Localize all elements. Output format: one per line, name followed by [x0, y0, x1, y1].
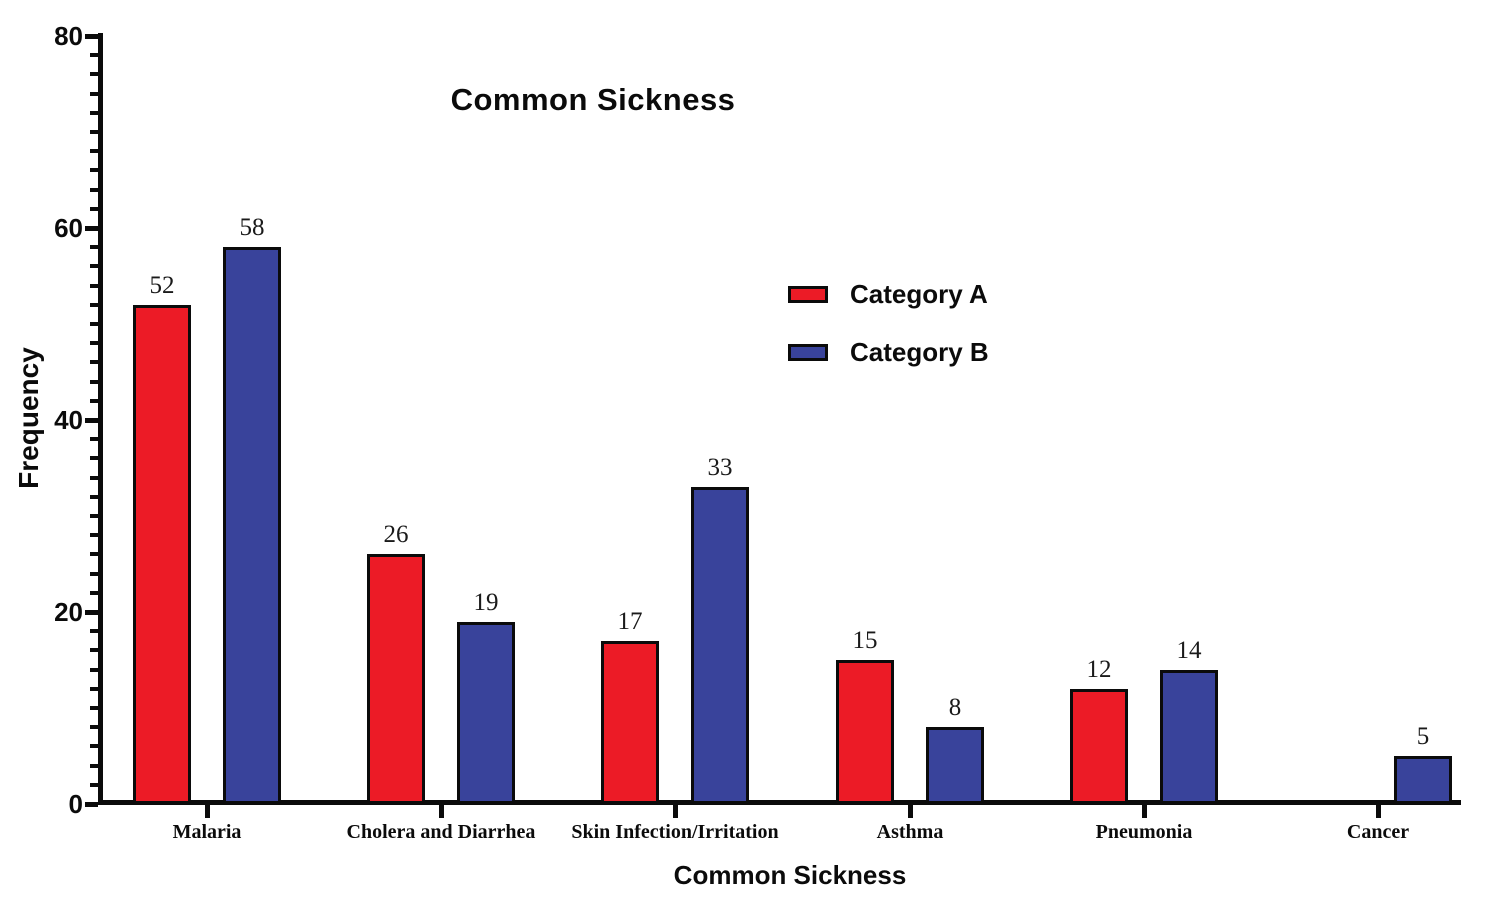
- x-tick: [673, 805, 678, 818]
- bar: [1070, 689, 1128, 804]
- y-minor-tick: [90, 687, 98, 691]
- y-minor-tick: [90, 303, 98, 307]
- y-minor-tick: [90, 456, 98, 460]
- x-axis-line: [98, 800, 1461, 805]
- y-minor-tick: [90, 725, 98, 729]
- y-minor-tick: [90, 149, 98, 153]
- bar: [1394, 756, 1452, 804]
- bar: [133, 305, 191, 804]
- bar-value-label: 5: [1416, 723, 1430, 750]
- y-minor-tick: [90, 380, 98, 384]
- y-minor-tick: [90, 245, 98, 249]
- y-minor-tick: [90, 341, 98, 345]
- y-minor-tick: [90, 264, 98, 268]
- bar-value-label: 12: [1086, 656, 1112, 683]
- y-minor-tick: [90, 668, 98, 672]
- y-minor-tick: [90, 533, 98, 537]
- y-minor-tick: [90, 53, 98, 57]
- y-minor-tick: [90, 437, 98, 441]
- y-minor-tick: [90, 591, 98, 595]
- y-minor-tick: [90, 92, 98, 96]
- category-label: Pneumonia: [1095, 821, 1193, 843]
- bar: [926, 727, 984, 804]
- legend-item-category-a: Category A: [788, 278, 989, 309]
- legend-label-category-a: Category A: [850, 278, 988, 309]
- bar: [601, 641, 659, 804]
- y-minor-tick: [90, 764, 98, 768]
- category-label: Malaria: [172, 821, 242, 843]
- legend: Category A Category B: [788, 278, 989, 397]
- bar-value-label: 8: [948, 694, 962, 721]
- y-major-tick: [85, 418, 98, 423]
- y-axis-line: [98, 33, 103, 805]
- bar-value-label: 33: [707, 454, 733, 481]
- bar: [836, 660, 894, 804]
- x-axis-title: Common Sickness: [673, 860, 907, 890]
- y-minor-tick: [90, 476, 98, 480]
- y-minor-tick: [90, 360, 98, 364]
- bar-value-label: 19: [473, 589, 499, 616]
- y-minor-tick: [90, 284, 98, 288]
- x-tick: [1376, 805, 1381, 818]
- bar-value-label: 52: [149, 272, 175, 299]
- y-minor-tick: [90, 188, 98, 192]
- y-minor-tick: [90, 130, 98, 134]
- y-tick-label: 40: [54, 405, 83, 435]
- y-minor-tick: [90, 629, 98, 633]
- category-label: Cancer: [1346, 821, 1410, 843]
- legend-swatch-category-b: [788, 343, 828, 361]
- bar-value-label: 58: [239, 214, 265, 241]
- bar-value-label: 26: [383, 521, 409, 548]
- y-minor-tick: [90, 111, 98, 115]
- y-minor-tick: [90, 572, 98, 576]
- bar: [367, 554, 425, 804]
- y-major-tick: [85, 34, 98, 39]
- y-major-tick: [85, 610, 98, 615]
- y-minor-tick: [90, 207, 98, 211]
- y-minor-tick: [90, 648, 98, 652]
- x-tick: [439, 805, 444, 818]
- x-tick: [205, 805, 210, 818]
- bar-value-label: 17: [617, 608, 643, 635]
- category-label: Skin Infection/Irritation: [571, 821, 779, 843]
- legend-swatch-category-a: [788, 285, 828, 303]
- bar: [691, 487, 749, 804]
- legend-item-category-b: Category B: [788, 336, 989, 367]
- category-label: Cholera and Diarrhea: [346, 821, 536, 843]
- y-tick-label: 0: [68, 789, 83, 819]
- bar: [1160, 670, 1218, 804]
- x-tick: [1142, 805, 1147, 818]
- y-minor-tick: [90, 495, 98, 499]
- y-minor-tick: [90, 168, 98, 172]
- y-minor-tick: [90, 744, 98, 748]
- y-minor-tick: [90, 399, 98, 403]
- y-tick-label: 20: [54, 597, 83, 627]
- bar: [457, 622, 515, 804]
- y-minor-tick: [90, 783, 98, 787]
- bar-value-label: 15: [852, 627, 878, 654]
- y-tick-label: 80: [54, 21, 83, 51]
- y-minor-tick: [90, 706, 98, 710]
- y-minor-tick: [90, 552, 98, 556]
- y-tick-label: 60: [54, 213, 83, 243]
- y-major-tick: [85, 802, 98, 807]
- x-tick: [908, 805, 913, 818]
- bar: [223, 247, 281, 804]
- bar-value-label: 14: [1176, 637, 1202, 664]
- y-minor-tick: [90, 322, 98, 326]
- chart-title: Common Sickness: [450, 82, 736, 117]
- y-major-tick: [85, 226, 98, 231]
- category-label: Asthma: [876, 821, 944, 843]
- y-minor-tick: [90, 514, 98, 518]
- legend-label-category-b: Category B: [850, 336, 989, 367]
- y-minor-tick: [90, 72, 98, 76]
